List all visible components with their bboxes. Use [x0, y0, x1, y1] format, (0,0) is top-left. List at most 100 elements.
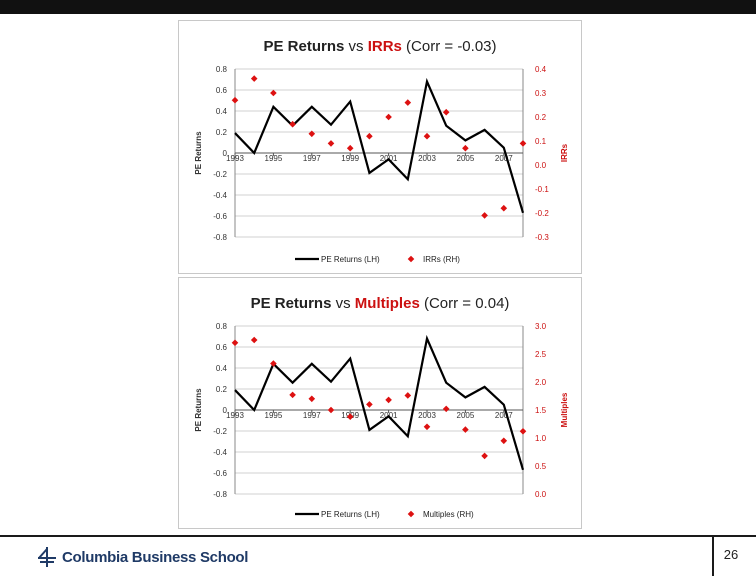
marker-point [385, 396, 392, 404]
x-tick-label: 1999 [341, 154, 359, 163]
marker-point [404, 99, 412, 106]
left-tick-label: 0.4 [216, 364, 228, 373]
right-tick-label: 1.5 [535, 406, 547, 415]
right-tick-label: -0.2 [535, 209, 549, 218]
top-bar [0, 0, 756, 14]
right-axis-title: IRRs [560, 143, 569, 162]
right-tick-label: 0.1 [535, 137, 547, 146]
right-tick-label: 0.0 [535, 161, 547, 170]
marker-point [366, 401, 373, 408]
title-part: vs [344, 38, 367, 55]
x-tick-label: 1997 [303, 154, 321, 163]
marker-point [231, 339, 239, 347]
marker-point [462, 426, 469, 433]
title-part: PE Returns [264, 38, 345, 55]
left-tick-label: -0.6 [213, 469, 227, 478]
marker-point [442, 405, 450, 413]
legend-line-label: PE Returns (LH) [321, 255, 380, 264]
x-tick-label: 2003 [418, 154, 436, 163]
marker-point [423, 132, 431, 140]
chart-title: PE Returns vs IRRs (Corr = -0.03) [264, 38, 497, 55]
marker-point [385, 113, 392, 121]
x-tick-label: 1995 [265, 411, 283, 420]
marker-point [366, 132, 373, 140]
left-tick-label: 0 [223, 406, 228, 415]
marker-point [442, 108, 450, 116]
left-tick-label: -0.8 [213, 233, 227, 242]
marker-point [462, 144, 469, 152]
marker-point [423, 423, 431, 431]
chart-title: PE Returns vs Multiples (Corr = 0.04) [251, 295, 510, 312]
left-tick-label: 0.8 [216, 65, 228, 74]
right-tick-label: -0.1 [535, 185, 549, 194]
footer-divider [712, 537, 714, 576]
chart-panel-multiples: PE Returns vs Multiples (Corr = 0.04) 0.8… [178, 277, 582, 529]
pe-returns-line [234, 77, 525, 214]
marker-point [404, 392, 412, 399]
left-tick-label: 0.2 [216, 128, 228, 137]
marker-point [346, 144, 354, 152]
marker-point [289, 391, 296, 399]
left-tick-label: -0.2 [213, 427, 227, 436]
right-tick-label: 0.4 [535, 65, 547, 74]
left-tick-label: -0.4 [213, 448, 227, 457]
left-axis-title: PE Returns [194, 388, 203, 432]
x-tick-label: 2003 [418, 411, 436, 420]
title-part: (Corr = 0.04) [420, 295, 510, 312]
marker-point [327, 140, 335, 147]
x-tick-label: 1993 [226, 411, 244, 420]
left-tick-label: -0.8 [213, 490, 227, 499]
marker-point [308, 395, 316, 403]
right-tick-label: 0.2 [535, 113, 547, 122]
right-axis-title: Multiples [560, 392, 569, 427]
left-tick-label: -0.4 [213, 191, 227, 200]
right-tick-label: 2.0 [535, 378, 547, 387]
x-tick-label: 2007 [495, 411, 513, 420]
school-logo: Columbia Business School [36, 546, 248, 568]
marker-point [500, 204, 508, 212]
marker-point [270, 89, 277, 97]
marker-point [250, 75, 258, 82]
right-tick-label: 1.0 [535, 434, 547, 443]
legend-line-label: PE Returns (LH) [321, 510, 380, 519]
right-tick-label: 0.5 [535, 462, 547, 471]
legend-marker-label: IRRs (RH) [423, 255, 460, 264]
title-part: Multiples [355, 295, 420, 312]
legend-marker-swatch [407, 255, 415, 263]
left-tick-label: 0.6 [216, 86, 228, 95]
columbia-crown-icon [38, 547, 56, 567]
left-tick-label: 0.6 [216, 343, 228, 352]
title-part: (Corr = -0.03) [402, 38, 497, 55]
right-tick-label: 2.5 [535, 350, 547, 359]
marker-point [481, 212, 488, 219]
x-tick-label: 2005 [457, 411, 475, 420]
marker-point [346, 413, 354, 421]
page-number: 26 [723, 547, 739, 562]
irrs-chart: PE Returns vs IRRs (Corr = -0.03) 0.8 0.6 0… [194, 38, 569, 264]
x-tick-label: 2007 [495, 154, 513, 163]
title-part: vs [331, 295, 354, 312]
x-tick-label: 1993 [226, 154, 244, 163]
title-part: PE Returns [251, 295, 332, 312]
marker-point [327, 406, 335, 414]
x-tick-label: 1995 [265, 154, 283, 163]
legend-marker-label: Multiples (RH) [423, 510, 474, 519]
logo-text: Columbia Business School [62, 548, 249, 566]
legend-marker-swatch [407, 510, 415, 518]
marker-point [500, 437, 508, 445]
marker-point [481, 452, 488, 460]
left-tick-label: -0.2 [213, 170, 227, 179]
right-tick-label: 0.0 [535, 490, 547, 499]
left-tick-label: 0 [223, 149, 228, 158]
right-tick-label: -0.3 [535, 233, 549, 242]
left-tick-label: 0.8 [216, 322, 228, 331]
left-tick-label: -0.6 [213, 212, 227, 221]
left-axis-title: PE Returns [194, 131, 203, 175]
footer-line [0, 535, 756, 537]
x-tick-label: 1997 [303, 411, 321, 420]
marker-point [308, 130, 316, 138]
marker-point [519, 427, 527, 435]
multiples-chart: PE Returns vs Multiples (Corr = 0.04) 0.8… [194, 295, 569, 519]
marker-point [231, 96, 239, 104]
left-tick-label: 0.2 [216, 385, 228, 394]
